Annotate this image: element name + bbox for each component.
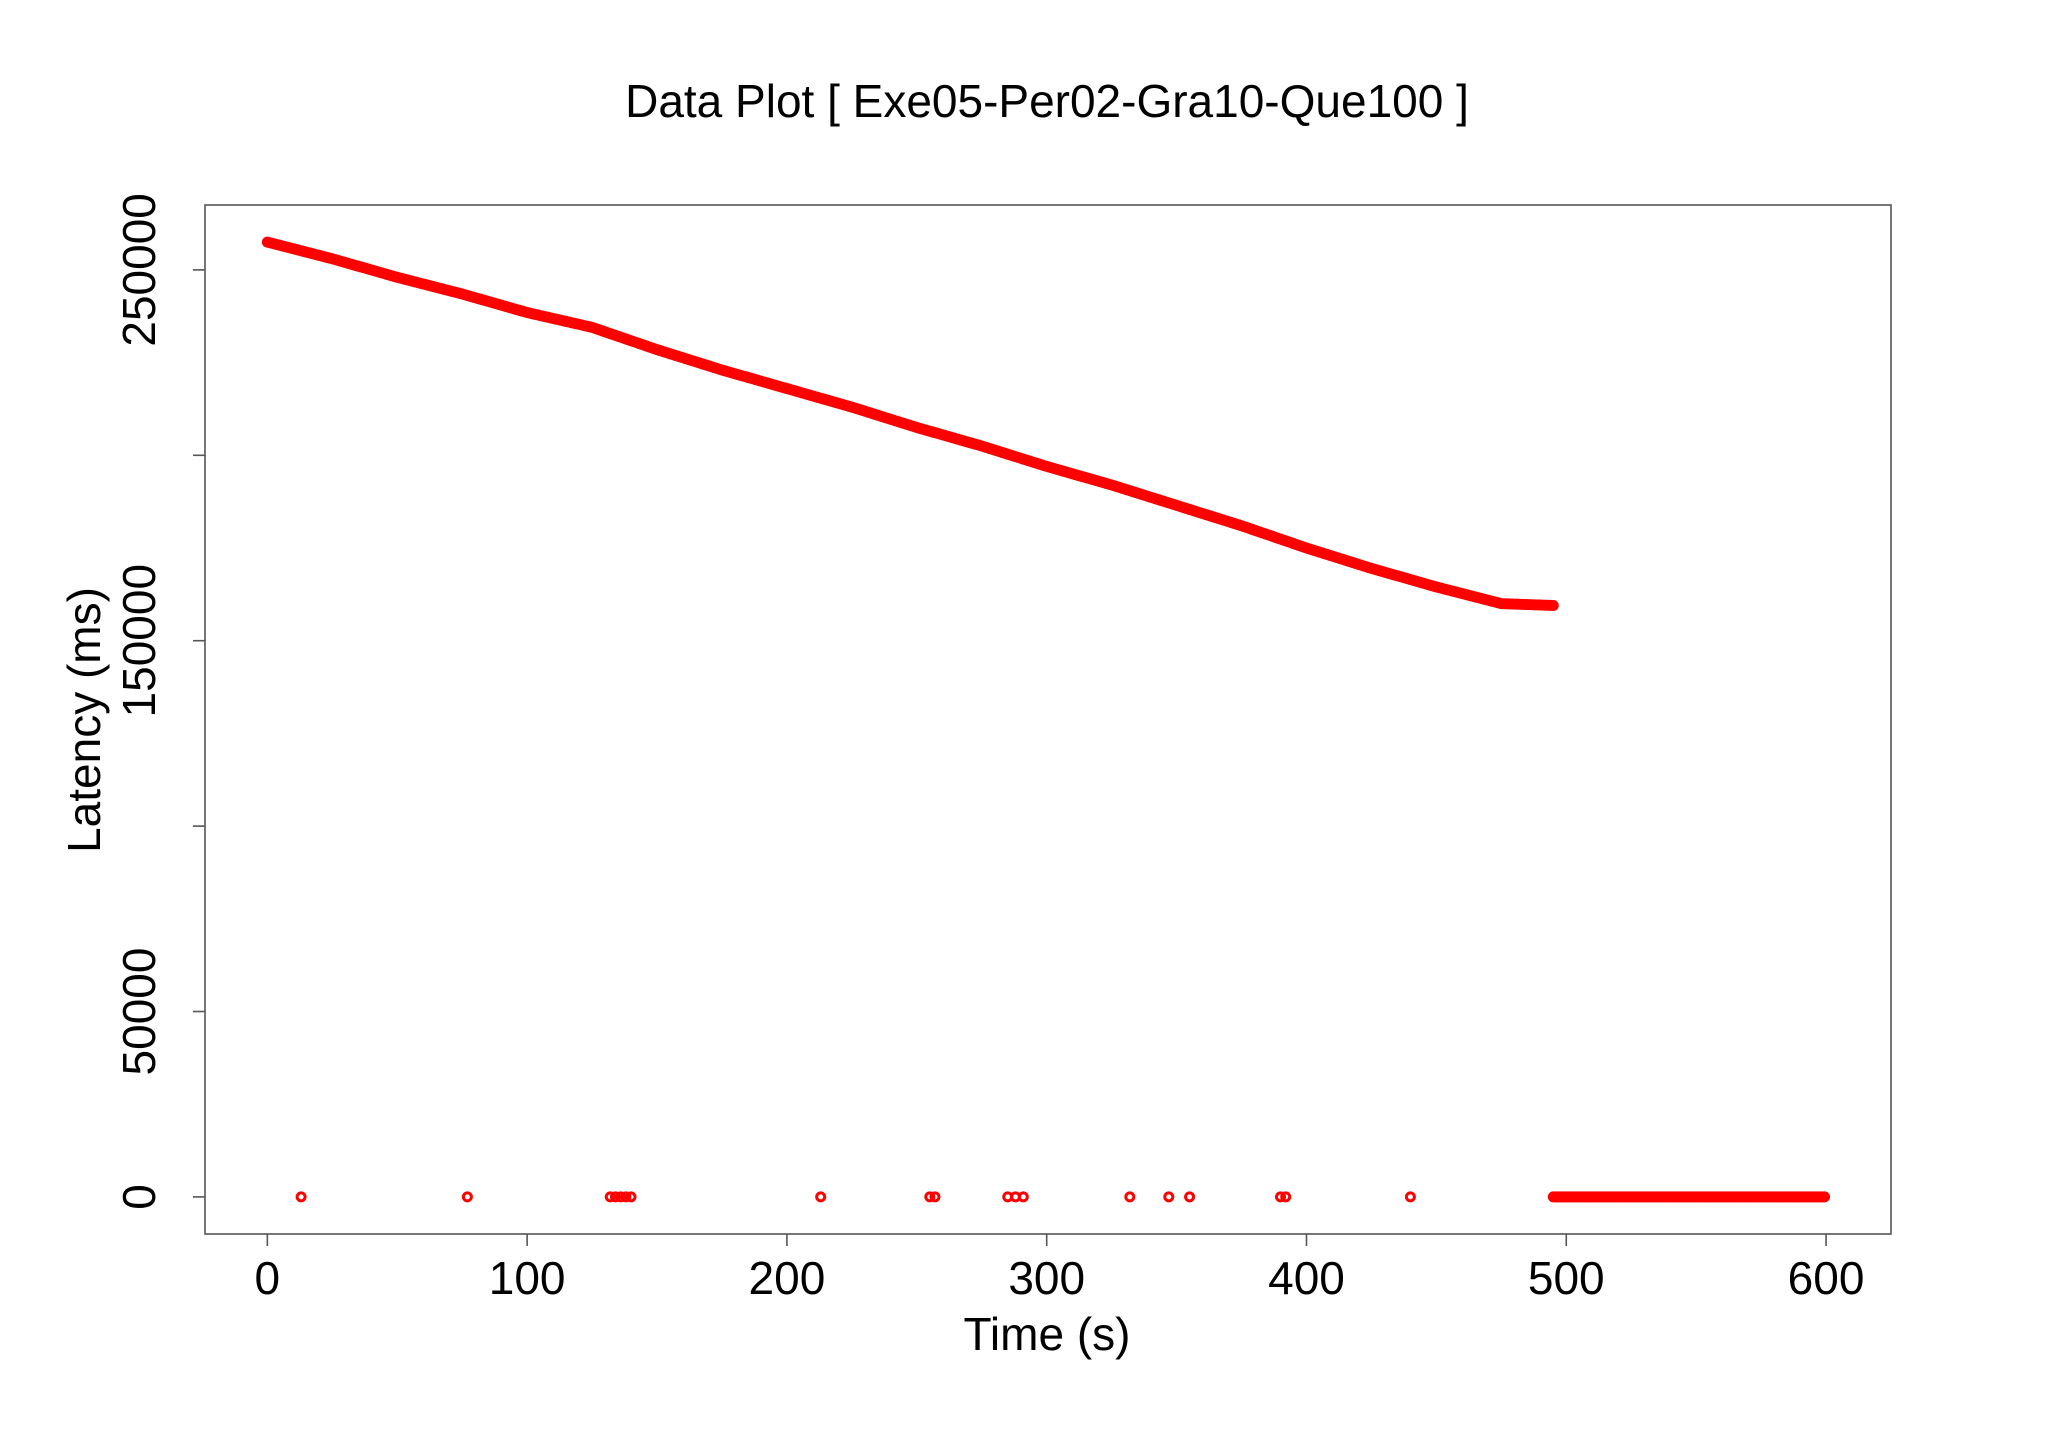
x-tick-label: 400 (1268, 1252, 1345, 1304)
data-point (1280, 1191, 1292, 1203)
data-point (615, 1191, 627, 1203)
y-axis-title: Latency (ms) (58, 587, 110, 853)
data-point (461, 1191, 473, 1203)
y-tick-label: 150000 (113, 564, 165, 718)
x-tick-label: 300 (1008, 1252, 1085, 1304)
data-point (815, 1191, 827, 1203)
data-point (1124, 1191, 1136, 1203)
x-tick-label: 600 (1788, 1252, 1865, 1304)
data-point (1275, 1191, 1287, 1203)
x-tick-label: 0 (255, 1252, 281, 1304)
data-point (929, 1191, 941, 1203)
y-tick-label: 250000 (113, 193, 165, 347)
data-point (604, 1191, 616, 1203)
data-point (1017, 1191, 1029, 1203)
y-tick-label: 0 (113, 1184, 165, 1210)
y-tick-label: 50000 (113, 948, 165, 1076)
x-axis: 0 100 200 300 400 500 600 (255, 1234, 1865, 1304)
y-axis: 0 50000 150000 250000 (113, 193, 205, 1210)
data-point (1184, 1191, 1196, 1203)
data-point (609, 1191, 621, 1203)
x-tick-label: 200 (749, 1252, 826, 1304)
chart-title: Data Plot [ Exe05-Per02-Gra10-Que100 ] (625, 75, 1469, 127)
data-point (295, 1191, 307, 1203)
data-point (924, 1191, 936, 1203)
x-axis-title: Time (s) (964, 1308, 1131, 1360)
x-tick-label: 100 (489, 1252, 566, 1304)
data-points (261, 236, 1830, 1203)
data-point (1404, 1191, 1416, 1203)
x-tick-label: 500 (1528, 1252, 1605, 1304)
data-point (1818, 1191, 1830, 1203)
data-point (1547, 599, 1559, 611)
data-point (625, 1191, 637, 1203)
data-point (620, 1191, 632, 1203)
data-point (1163, 1191, 1175, 1203)
plot-frame (204, 204, 1892, 1235)
